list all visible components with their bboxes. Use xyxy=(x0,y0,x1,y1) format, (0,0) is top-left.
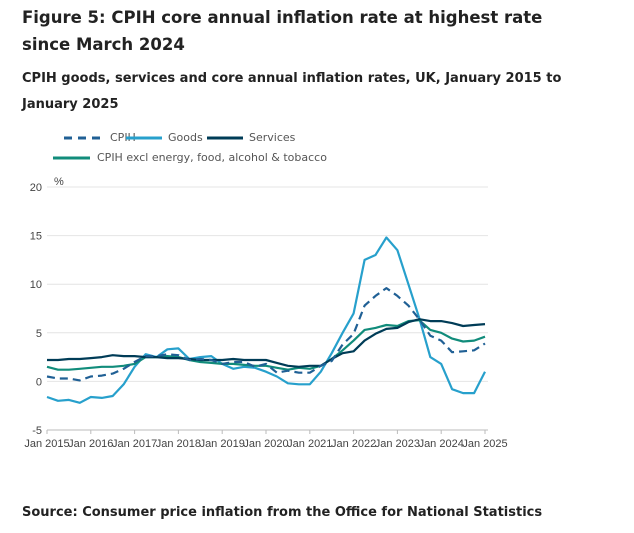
legend-label: CPIH excl energy, food, alcohol & tobacc… xyxy=(97,151,327,164)
y-tick-label: 5 xyxy=(36,328,42,340)
x-tick-label: Jan 2019 xyxy=(200,438,245,450)
series-line-goods xyxy=(46,236,486,404)
legend-item-services: Services xyxy=(207,131,295,144)
y-tick-label: 0 xyxy=(36,376,42,388)
x-tick-label: Jan 2015 xyxy=(24,438,69,450)
legend-item-core: CPIH excl energy, food, alcohol & tobacc… xyxy=(53,151,327,164)
legend-item-goods: Goods xyxy=(126,131,203,144)
legend-item-cpih: CPIH xyxy=(62,131,136,144)
x-tick-label: Jan 2016 xyxy=(68,438,113,450)
legend-label: Services xyxy=(249,131,296,144)
x-tick-label: Jan 2022 xyxy=(331,438,376,450)
series-line-cpih-excl-energy-food-alcohol-tobacco xyxy=(46,319,486,371)
series-line-services xyxy=(47,318,486,368)
legend-swatch-services xyxy=(207,136,243,139)
y-tick-label: -5 xyxy=(32,425,42,437)
figure-title: Figure 5: CPIH core annual inflation rat… xyxy=(22,8,543,54)
y-tick-label: 10 xyxy=(30,279,42,291)
y-axis-unit: % xyxy=(54,176,64,188)
source-note: Source: Consumer price inflation from th… xyxy=(22,505,543,520)
legend-label: Goods xyxy=(168,131,203,144)
y-tick-label: 15 xyxy=(30,231,42,243)
legend-swatch-core xyxy=(53,156,90,159)
x-tick-label: Jan 2018 xyxy=(156,438,201,450)
x-tick-label: Jan 2024 xyxy=(419,438,464,450)
legend-swatch-cpih xyxy=(64,136,106,139)
series-line-cpih xyxy=(46,287,486,382)
y-tick-label: 20 xyxy=(30,182,42,194)
x-tick-label: Jan 2023 xyxy=(375,438,420,450)
legend-swatch-goods xyxy=(126,136,162,139)
legend-label: CPIH xyxy=(110,131,136,144)
x-tick-label: Jan 2025 xyxy=(462,438,507,450)
x-tick-label: Jan 2020 xyxy=(243,438,288,450)
x-tick-label: Jan 2021 xyxy=(287,438,332,450)
figure-subtitle: CPIH goods, services and core annual inf… xyxy=(22,71,562,112)
x-tick-label: Jan 2017 xyxy=(112,438,157,450)
